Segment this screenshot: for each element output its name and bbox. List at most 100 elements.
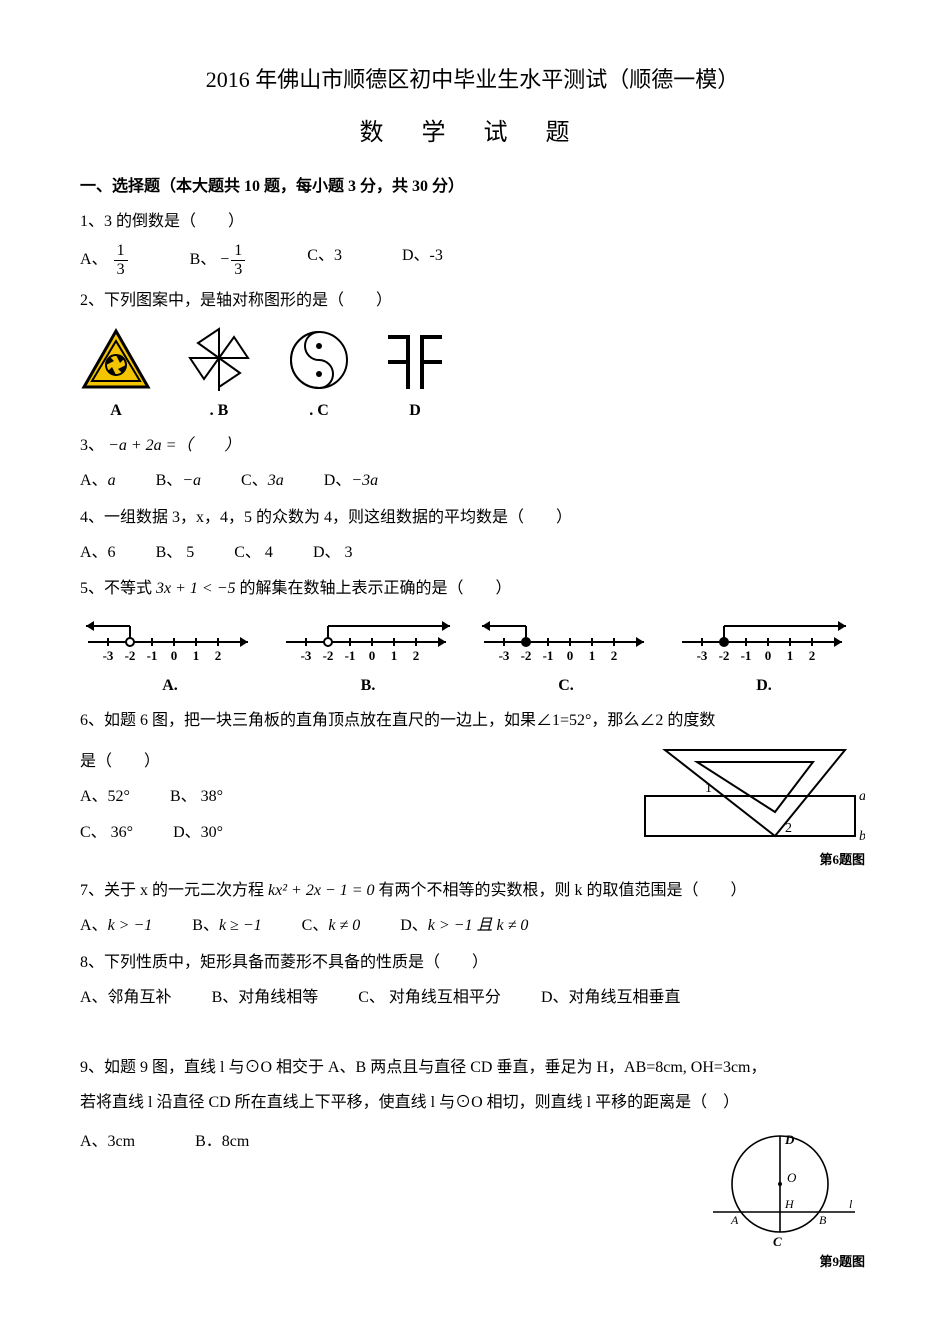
svg-text:0: 0 xyxy=(765,648,772,663)
q5-suffix: 的解集在数轴上表示正确的是（ ） xyxy=(240,580,512,597)
question-8-options: A、邻角互补 B、对角线相等 C、 对角线互相平分 D、对角线互相垂直 xyxy=(80,984,865,1013)
question-9-line2: 若将直线 l 沿直径 CD 所在直线上下平移，使直线 l 与⊙O 相切，则直线 … xyxy=(80,1089,865,1118)
q2-cap-b-text: B xyxy=(218,402,229,419)
svg-text:-2: -2 xyxy=(719,648,730,663)
svg-text:1: 1 xyxy=(589,648,596,663)
q9-opt-a: A、3cm xyxy=(80,1128,135,1157)
question-3-options: A、a B、−a C、3a D、−3a xyxy=(80,467,865,496)
q1-opt-b: B、 −13 xyxy=(190,242,248,278)
fraction-one-third-icon: 13 xyxy=(231,242,245,278)
q7-d-val: k > −1 且 k ≠ 0 xyxy=(428,917,529,934)
q3-d-label: D、 xyxy=(324,472,352,489)
q5-cap-b: B. xyxy=(278,672,458,701)
q9-fig-label: 第9题图 xyxy=(695,1250,865,1273)
svg-text:A: A xyxy=(730,1213,739,1227)
svg-text:2: 2 xyxy=(785,821,792,836)
q6-opt-d: D、30° xyxy=(173,819,223,848)
svg-text:1: 1 xyxy=(193,648,200,663)
q3-prefix: 3、 xyxy=(80,437,104,454)
svg-text:B: B xyxy=(819,1213,827,1227)
q3-a-val: a xyxy=(108,472,116,489)
svg-text:1: 1 xyxy=(787,648,794,663)
warning-triangle-icon xyxy=(80,327,152,393)
q7-b-label: B、 xyxy=(192,917,219,934)
svg-text:1: 1 xyxy=(391,648,398,663)
q9-opt-b: B．8cm xyxy=(195,1128,249,1157)
q6-opt-b: B、 38° xyxy=(170,783,223,812)
minus-sign: − xyxy=(220,251,229,268)
q7-d-label: D、 xyxy=(400,917,428,934)
q5-cap-a: A. xyxy=(80,672,260,701)
q7-c-label: C、 xyxy=(302,917,329,934)
q6-figure: 1 2 a b 第6题图 xyxy=(635,742,865,871)
q5-cap-d: D. xyxy=(674,672,854,701)
svg-text:-2: -2 xyxy=(323,648,334,663)
svg-text:-3: -3 xyxy=(103,648,114,663)
q4-opt-b: B、 5 xyxy=(156,539,195,568)
q8-opt-c: C、 对角线互相平分 xyxy=(358,984,501,1013)
q3-opt-b: B、−a xyxy=(156,467,201,496)
number-line-a-icon: -3-2-1012 xyxy=(80,612,260,668)
svg-text:2: 2 xyxy=(413,648,420,663)
q3-d-val: −3a xyxy=(351,472,378,489)
q5-fig-b: -3 -2 -1 012 B. xyxy=(278,612,458,701)
svg-text:-3: -3 xyxy=(697,648,708,663)
q7-expr: kx² + 2x − 1 = 0 xyxy=(268,882,375,899)
q1-a-label: A、 xyxy=(80,251,108,268)
question-6-row: 是（ ） A、52° B、 38° C、 36° D、30° 1 2 a b 第… xyxy=(80,742,865,871)
q6-opt-a: A、52° xyxy=(80,783,130,812)
question-5: 5、不等式 3x + 1 < −5 的解集在数轴上表示正确的是（ ） xyxy=(80,575,865,604)
question-6-line1: 6、如题 6 图，把一块三角板的直角顶点放在直尺的一边上，如果∠1=52°，那么… xyxy=(80,707,865,736)
svg-text:-2: -2 xyxy=(521,648,532,663)
question-4-options: A、6 B、 5 C、 4 D、 3 xyxy=(80,539,865,568)
question-1: 1、3 的倒数是（ ） xyxy=(80,208,865,237)
svg-text:0: 0 xyxy=(369,648,376,663)
q7-a-label: A、 xyxy=(80,917,108,934)
svg-text:-1: -1 xyxy=(345,648,356,663)
q8-opt-b: B、对角线相等 xyxy=(212,984,319,1013)
question-9-options: A、3cm B．8cm xyxy=(80,1128,695,1157)
q2-cap-a: A xyxy=(80,397,152,426)
q3-c-label: C、 xyxy=(241,472,268,489)
q4-opt-a: A、6 xyxy=(80,539,116,568)
q4-opt-c: C、 4 xyxy=(234,539,273,568)
q3-opt-c: C、3a xyxy=(241,467,284,496)
q1-opt-d: D、-3 xyxy=(402,242,443,278)
svg-text:2: 2 xyxy=(809,648,816,663)
q1-opt-c: C、3 xyxy=(307,242,342,278)
q5-fig-c: -3-2-1012 C. xyxy=(476,612,656,701)
svg-text:-3: -3 xyxy=(301,648,312,663)
q5-fig-a: -3-2-1012 A. xyxy=(80,612,260,701)
q3-opt-d: D、−3a xyxy=(324,467,378,496)
svg-text:-3: -3 xyxy=(499,648,510,663)
q1-opt-a: A、 13 xyxy=(80,242,130,278)
q6-fig-label: 第6题图 xyxy=(635,848,865,871)
q2-fig-c: . C xyxy=(286,327,352,426)
q7-a-val: k > −1 xyxy=(108,917,153,934)
svg-text:b: b xyxy=(859,829,865,844)
q5-cap-c: C. xyxy=(476,672,656,701)
question-8: 8、下列性质中，矩形具备而菱形不具备的性质是（ ） xyxy=(80,949,865,978)
triangle-ruler-icon: 1 2 a b xyxy=(635,742,865,852)
q8-opt-d: D、对角线互相垂直 xyxy=(541,984,681,1013)
q3-c-val: 3a xyxy=(268,472,284,489)
q7-b-val: k ≥ −1 xyxy=(219,917,262,934)
svg-text:a: a xyxy=(859,789,865,804)
q3-expr: −a + 2a =（ ） xyxy=(108,437,240,454)
svg-text:-1: -1 xyxy=(543,648,554,663)
q2-cap-c: . C xyxy=(286,397,352,426)
q7-opt-c: C、k ≠ 0 xyxy=(302,912,361,941)
q7-c-val: k ≠ 0 xyxy=(328,917,360,934)
q6-opt-c: C、 36° xyxy=(80,819,133,848)
q7-opt-d: D、k > −1 且 k ≠ 0 xyxy=(400,912,528,941)
question-6-line2: 是（ ） xyxy=(80,748,635,777)
q3-b-label: B、 xyxy=(156,472,183,489)
q2-cap-c-text: C xyxy=(317,402,329,419)
q4-opt-d: D、 3 xyxy=(313,539,353,568)
q8-opt-a: A、邻角互补 xyxy=(80,984,172,1013)
q7-prefix: 7、关于 x 的一元二次方程 xyxy=(80,882,264,899)
svg-text:-1: -1 xyxy=(741,648,752,663)
question-2-figures: A . B . C xyxy=(80,323,865,426)
q3-opt-a: A、a xyxy=(80,467,116,496)
section-a-header: 一、选择题（本大题共 10 题，每小题 3 分，共 30 分） xyxy=(80,173,865,202)
